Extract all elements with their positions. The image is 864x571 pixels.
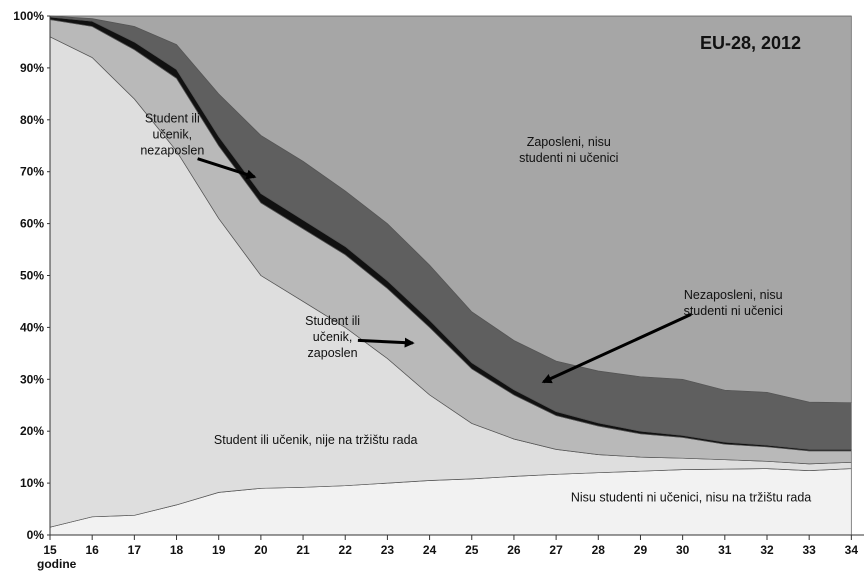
x-tick-label: 33 xyxy=(802,543,816,557)
y-tick-label: 0% xyxy=(27,528,45,542)
x-tick-label: 30 xyxy=(676,543,690,557)
y-ticks: 0% 10% 20% 30% 40% 50% 60% 70% 80% 90% 100% xyxy=(13,9,50,542)
y-tick-label: 20% xyxy=(20,424,44,438)
x-tick-label: 20 xyxy=(254,543,268,557)
annotation-arrow xyxy=(541,313,692,384)
annotation-student-unemployed: Student ili učenik, nezaposlen xyxy=(140,111,257,180)
y-tick-label: 100% xyxy=(13,9,44,23)
annotation-label: Student ili učenik, nije na tržištu rada xyxy=(214,433,418,447)
area-employed xyxy=(49,15,852,404)
y-tick-label: 60% xyxy=(20,217,44,231)
annotations: Student ili učenik, nezaposlen Zaposleni, n… xyxy=(140,111,811,504)
annotation-arrow xyxy=(357,337,415,348)
x-tick-label: 26 xyxy=(507,543,521,557)
annotation-label: Student ili učenik, nezaposlen xyxy=(140,111,204,157)
annotation-label: Nisu studenti ni učenici, nisu na tržišt… xyxy=(571,490,811,504)
x-tick-label: 32 xyxy=(760,543,774,557)
annotation-student-out: Student ili učenik, nije na tržištu rada xyxy=(214,433,418,447)
y-tick-label: 80% xyxy=(20,113,44,127)
y-tick-label: 30% xyxy=(20,372,44,386)
annotation-unemployed: Nezaposleni, nisu studenti ni učenici xyxy=(541,288,783,384)
x-ticks: 15 16 17 18 19 20 21 22 23 24 25 26 27 28 29 30 31 32 33 34 xyxy=(43,535,858,557)
annotation-arrow xyxy=(197,157,257,180)
annotation-student-employed: Student ili učenik, zaposlen xyxy=(305,314,415,360)
y-tick-label: 40% xyxy=(20,320,44,334)
annotation-not-student-out: Nisu studenti ni učenici, nisu na tržišt… xyxy=(571,490,811,504)
x-tick-label: 19 xyxy=(212,543,226,557)
y-tick-label: 50% xyxy=(20,269,44,283)
annotation-label: Nezaposleni, nisu studenti ni učenici xyxy=(684,288,783,318)
x-axis-label: godine xyxy=(37,557,77,571)
x-tick-label: 34 xyxy=(845,543,859,557)
x-tick-label: 23 xyxy=(381,543,395,557)
x-tick-label: 22 xyxy=(339,543,353,557)
x-tick-label: 21 xyxy=(296,543,310,557)
x-tick-label: 18 xyxy=(170,543,184,557)
y-tick-label: 70% xyxy=(20,165,44,179)
x-tick-label: 28 xyxy=(592,543,606,557)
x-tick-label: 29 xyxy=(634,543,648,557)
y-tick-label: 10% xyxy=(20,476,44,490)
annotation-label: Student ili učenik, zaposlen xyxy=(305,314,360,360)
x-tick-label: 15 xyxy=(43,543,57,557)
annotation-employed: Zaposleni, nisu studenti ni učenici xyxy=(519,135,618,165)
area-layers xyxy=(49,15,852,536)
x-tick-label: 17 xyxy=(128,543,142,557)
chart-title: EU-28, 2012 xyxy=(700,33,801,53)
x-tick-label: 31 xyxy=(718,543,732,557)
y-tick-label: 90% xyxy=(20,61,44,75)
annotation-label: Zaposleni, nisu studenti ni učenici xyxy=(519,135,618,165)
x-tick-label: 24 xyxy=(423,543,437,557)
x-tick-label: 27 xyxy=(549,543,563,557)
x-tick-label: 25 xyxy=(465,543,479,557)
x-tick-label: 16 xyxy=(85,543,99,557)
